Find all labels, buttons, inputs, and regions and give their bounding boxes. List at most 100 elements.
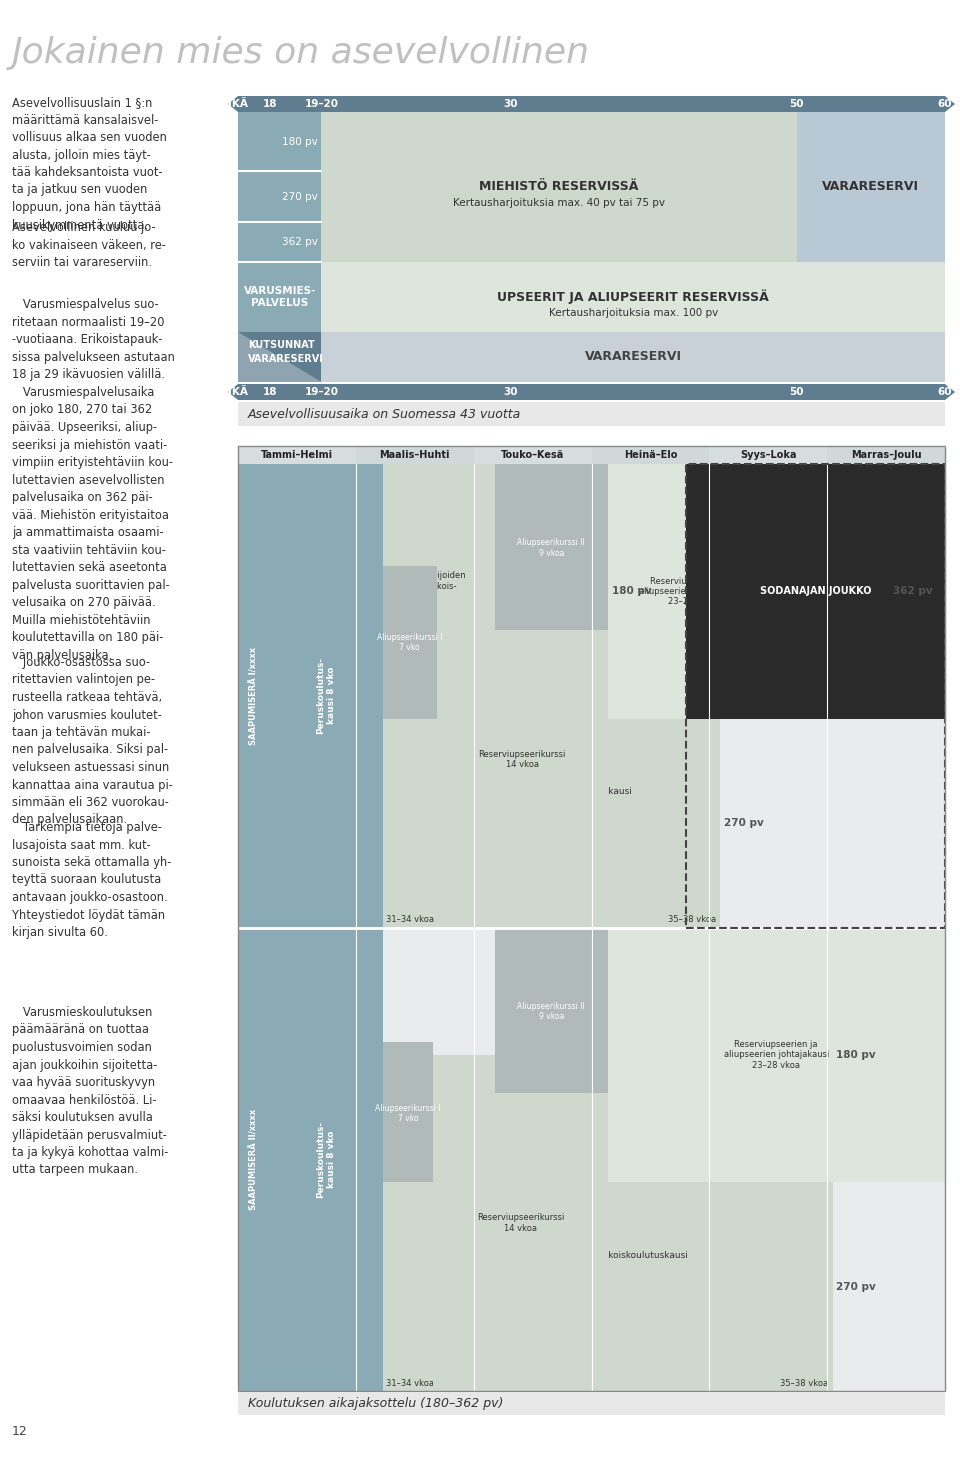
- Text: Erikoismiesten erikoiskoulutuskausi: Erikoismiesten erikoiskoulutuskausi: [527, 1250, 688, 1259]
- Bar: [828, 446, 945, 465]
- Text: 270 pv: 270 pv: [281, 192, 318, 202]
- Text: 31–34 vkoa: 31–34 vkoa: [387, 915, 435, 925]
- Text: Peruskoulutus-
kausi 8 vko: Peruskoulutus- kausi 8 vko: [317, 1120, 336, 1198]
- Polygon shape: [228, 384, 955, 400]
- Text: 19–20: 19–20: [304, 387, 339, 397]
- Text: Aliupseerikurssi II
9 vkoa: Aliupseerikurssi II 9 vkoa: [517, 1001, 586, 1022]
- Text: 12: 12: [12, 1425, 28, 1438]
- Text: SAAPUMISERÄ II/xxxx: SAAPUMISERÄ II/xxxx: [250, 1108, 258, 1209]
- Bar: [591, 446, 709, 465]
- Bar: [709, 446, 828, 465]
- Text: Jokainen mies on asevelvollinen: Jokainen mies on asevelvollinen: [12, 37, 590, 70]
- Text: Varusmieskoulutuksen
päämääränä on tuottaa
puolustusvoimien sodan
ajan joukkoihi: Varusmieskoulutuksen päämääränä on tuott…: [12, 1006, 168, 1177]
- Bar: [495, 465, 608, 630]
- Text: Asevelvollisuusaika on Suomessa 43 vuotta: Asevelvollisuusaika on Suomessa 43 vuott…: [248, 408, 521, 421]
- Bar: [238, 446, 945, 1391]
- Text: Aliupseerikurssi I
7 vko: Aliupseerikurssi I 7 vko: [375, 1104, 441, 1123]
- Bar: [356, 446, 473, 465]
- Text: Taistelijoiden
erikkois-
koulutuskausi
9 vkoa: Taistelijoiden erikkois- koulutuskausi 9…: [410, 572, 468, 611]
- Text: Kertausharjoituksia max. 100 pv: Kertausharjoituksia max. 100 pv: [548, 308, 718, 318]
- Text: Varusmiespalvelusaika
on joko 180, 270 tai 362
päivää. Upseeriksi, aliup-
seerik: Varusmiespalvelusaika on joko 180, 270 t…: [12, 386, 173, 661]
- Text: 35–38 vkoa: 35–38 vkoa: [668, 915, 716, 925]
- Text: SODANAJAN JOUKKO: SODANAJAN JOUKKO: [760, 586, 872, 597]
- Text: Marras–Joulu: Marras–Joulu: [851, 450, 922, 460]
- Bar: [608, 928, 945, 1183]
- Text: Touko–Kesä: Touko–Kesä: [501, 450, 564, 460]
- Text: 362 pv: 362 pv: [281, 237, 318, 246]
- Bar: [720, 928, 832, 1183]
- Text: 31–34 vkoa: 31–34 vkoa: [387, 1380, 435, 1388]
- Text: Reserviupseerien ja
aliupseerien johtajakausi
23–28 vkoa: Reserviupseerien ja aliupseerien johtaja…: [724, 1039, 828, 1070]
- Text: Maalis–Huhti: Maalis–Huhti: [379, 450, 450, 460]
- Bar: [686, 465, 945, 928]
- Bar: [238, 446, 356, 465]
- Bar: [238, 928, 270, 1391]
- Text: Aliupseerikurssi II
9 vkoa: Aliupseerikurssi II 9 vkoa: [517, 538, 586, 559]
- Text: 19–20: 19–20: [304, 100, 339, 108]
- Text: Joukko-
koulutuskausi
9 vkoa: Joukko- koulutuskausi 9 vkoa: [747, 1039, 805, 1070]
- Text: VARARESERVI: VARARESERVI: [585, 350, 682, 364]
- Text: SAAPUMISERÄ I/xxxx: SAAPUMISERÄ I/xxxx: [250, 647, 258, 745]
- Text: 18: 18: [263, 100, 277, 108]
- Text: VARARESERVI: VARARESERVI: [248, 353, 324, 364]
- Text: 180 pv: 180 pv: [612, 586, 651, 597]
- Bar: [238, 402, 945, 427]
- Bar: [495, 465, 608, 718]
- Text: Reserviupseerikurssi
14 vkoa: Reserviupseerikurssi 14 vkoa: [476, 1214, 564, 1233]
- Text: Joukko-osastossa suo-
ritettavien valintojen pe-
rusteella ratkeaa tehtävä,
joho: Joukko-osastossa suo- ritettavien valint…: [12, 655, 173, 827]
- Text: Varusmiespalvelus suo-
ritetaan normaalisti 19–20
-vuotiaana. Erikoistapauk-
sis: Varusmiespalvelus suo- ritetaan normaali…: [12, 298, 175, 381]
- Text: 30: 30: [503, 100, 517, 108]
- Bar: [382, 1042, 433, 1183]
- Bar: [238, 331, 322, 383]
- Text: 180 pv: 180 pv: [281, 136, 318, 147]
- Bar: [382, 718, 720, 928]
- Text: 30: 30: [503, 387, 517, 397]
- Text: Heinä–Elo: Heinä–Elo: [624, 450, 677, 460]
- Text: Taistelijoiden
erikkois-
koulutuskausi
9 vkoa: Taistelijoiden erikkois- koulutuskausi 9…: [635, 1035, 693, 1075]
- Bar: [322, 331, 945, 383]
- Bar: [238, 111, 322, 331]
- Bar: [437, 591, 608, 928]
- Text: Koulutuksen aikajaksottelu (180–362 pv): Koulutuksen aikajaksottelu (180–362 pv): [248, 1397, 503, 1410]
- Polygon shape: [238, 331, 322, 383]
- Text: 180 pv: 180 pv: [836, 1050, 876, 1060]
- Text: UPSEERIT JA ALIUPSEERIT RESERVISSÄ: UPSEERIT JA ALIUPSEERIT RESERVISSÄ: [497, 289, 769, 303]
- Bar: [433, 1056, 608, 1391]
- Text: Joukko-
koulutuskausi
9 vkoa: Joukko- koulutuskausi 9 vkoa: [804, 576, 861, 607]
- Text: 18: 18: [263, 387, 277, 397]
- Text: 270 pv: 270 pv: [724, 818, 764, 828]
- Text: Tarkempia tietoja palve-
lusajoista saat mm. kut-
sunoista sekä ottamalla yh-
te: Tarkempia tietoja palve- lusajoista saat…: [12, 821, 172, 940]
- Text: IKÄ: IKÄ: [228, 387, 248, 397]
- Text: 50: 50: [789, 100, 804, 108]
- Text: Asevelvollinen kuuluu jo-
ko vakinaiseen väkeen, re-
serviin tai varareserviin.: Asevelvollinen kuuluu jo- ko vakinaiseen…: [12, 221, 166, 268]
- Text: 362 pv: 362 pv: [893, 586, 932, 597]
- Text: 270 pv: 270 pv: [836, 1281, 876, 1292]
- Text: Aliupseerikurssi I
7 vko: Aliupseerikurssi I 7 vko: [376, 633, 443, 652]
- Bar: [608, 928, 720, 1183]
- Polygon shape: [228, 95, 955, 111]
- Text: Reserviupseerikurssi
14 vkoa: Reserviupseerikurssi 14 vkoa: [478, 749, 565, 770]
- Text: Peruskoulutus-
kausi 8 vko: Peruskoulutus- kausi 8 vko: [317, 657, 336, 734]
- Text: Kertausharjoituksia max. 40 pv tai 75 pv: Kertausharjoituksia max. 40 pv tai 75 pv: [453, 198, 665, 208]
- Text: 35–38 vkoa: 35–38 vkoa: [780, 1380, 828, 1388]
- Bar: [270, 465, 382, 928]
- Bar: [777, 465, 889, 718]
- Bar: [238, 465, 270, 928]
- Text: Tammi–Helmi: Tammi–Helmi: [261, 450, 333, 460]
- Bar: [495, 928, 608, 1094]
- Bar: [238, 446, 945, 1391]
- Bar: [382, 1183, 832, 1391]
- Text: IKÄ: IKÄ: [228, 100, 248, 108]
- Text: Joukko-
koulutuskausi
9 vkoa: Joukko- koulutuskausi 9 vkoa: [522, 576, 580, 607]
- Bar: [797, 111, 945, 261]
- Bar: [382, 566, 437, 718]
- Bar: [686, 465, 945, 718]
- Bar: [382, 465, 495, 718]
- Text: MIEHISTÖ RESERVISSÄ: MIEHISTÖ RESERVISSÄ: [479, 180, 638, 194]
- Text: Reserviupseerien ja
aliupseerien johtajakausi
23–25 vkoa: Reserviupseerien ja aliupseerien johtaja…: [639, 576, 745, 607]
- Bar: [270, 928, 382, 1391]
- Bar: [608, 465, 777, 718]
- Bar: [238, 1393, 945, 1415]
- Bar: [322, 111, 797, 261]
- Text: 60: 60: [938, 100, 952, 108]
